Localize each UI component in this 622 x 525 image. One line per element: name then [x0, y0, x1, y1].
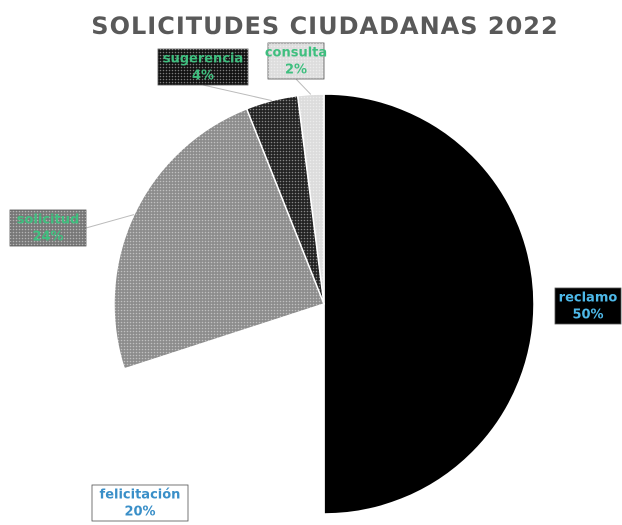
- data-label-value: 50%: [572, 308, 603, 323]
- data-label-name: solicitud: [17, 213, 80, 228]
- data-label-name: felicitación: [100, 488, 181, 503]
- label-box: [554, 287, 622, 325]
- data-label-value: 2%: [285, 63, 307, 78]
- leader-line: [295, 78, 312, 95]
- label-texture: [268, 43, 324, 79]
- data-label-name: sugerencia: [163, 52, 244, 67]
- label-texture: [10, 210, 86, 246]
- slice-texture: [114, 108, 324, 369]
- data-label-value: 4%: [192, 69, 214, 84]
- label-box: [91, 484, 189, 522]
- slice-texture: [246, 95, 324, 304]
- pie-slice: [323, 93, 535, 515]
- pie-slice: [123, 302, 325, 515]
- data-label-name: reclamo: [559, 291, 618, 306]
- leader-line: [85, 214, 135, 229]
- data-label-value: 24%: [32, 230, 63, 245]
- leader-line: [202, 84, 272, 102]
- label-texture: [158, 49, 248, 85]
- data-label-value: 20%: [124, 505, 155, 520]
- chart-title: SOLICITUDES CIUDADANAS 2022: [91, 12, 558, 40]
- slice-texture: [297, 94, 324, 304]
- data-label-name: consulta: [265, 46, 327, 61]
